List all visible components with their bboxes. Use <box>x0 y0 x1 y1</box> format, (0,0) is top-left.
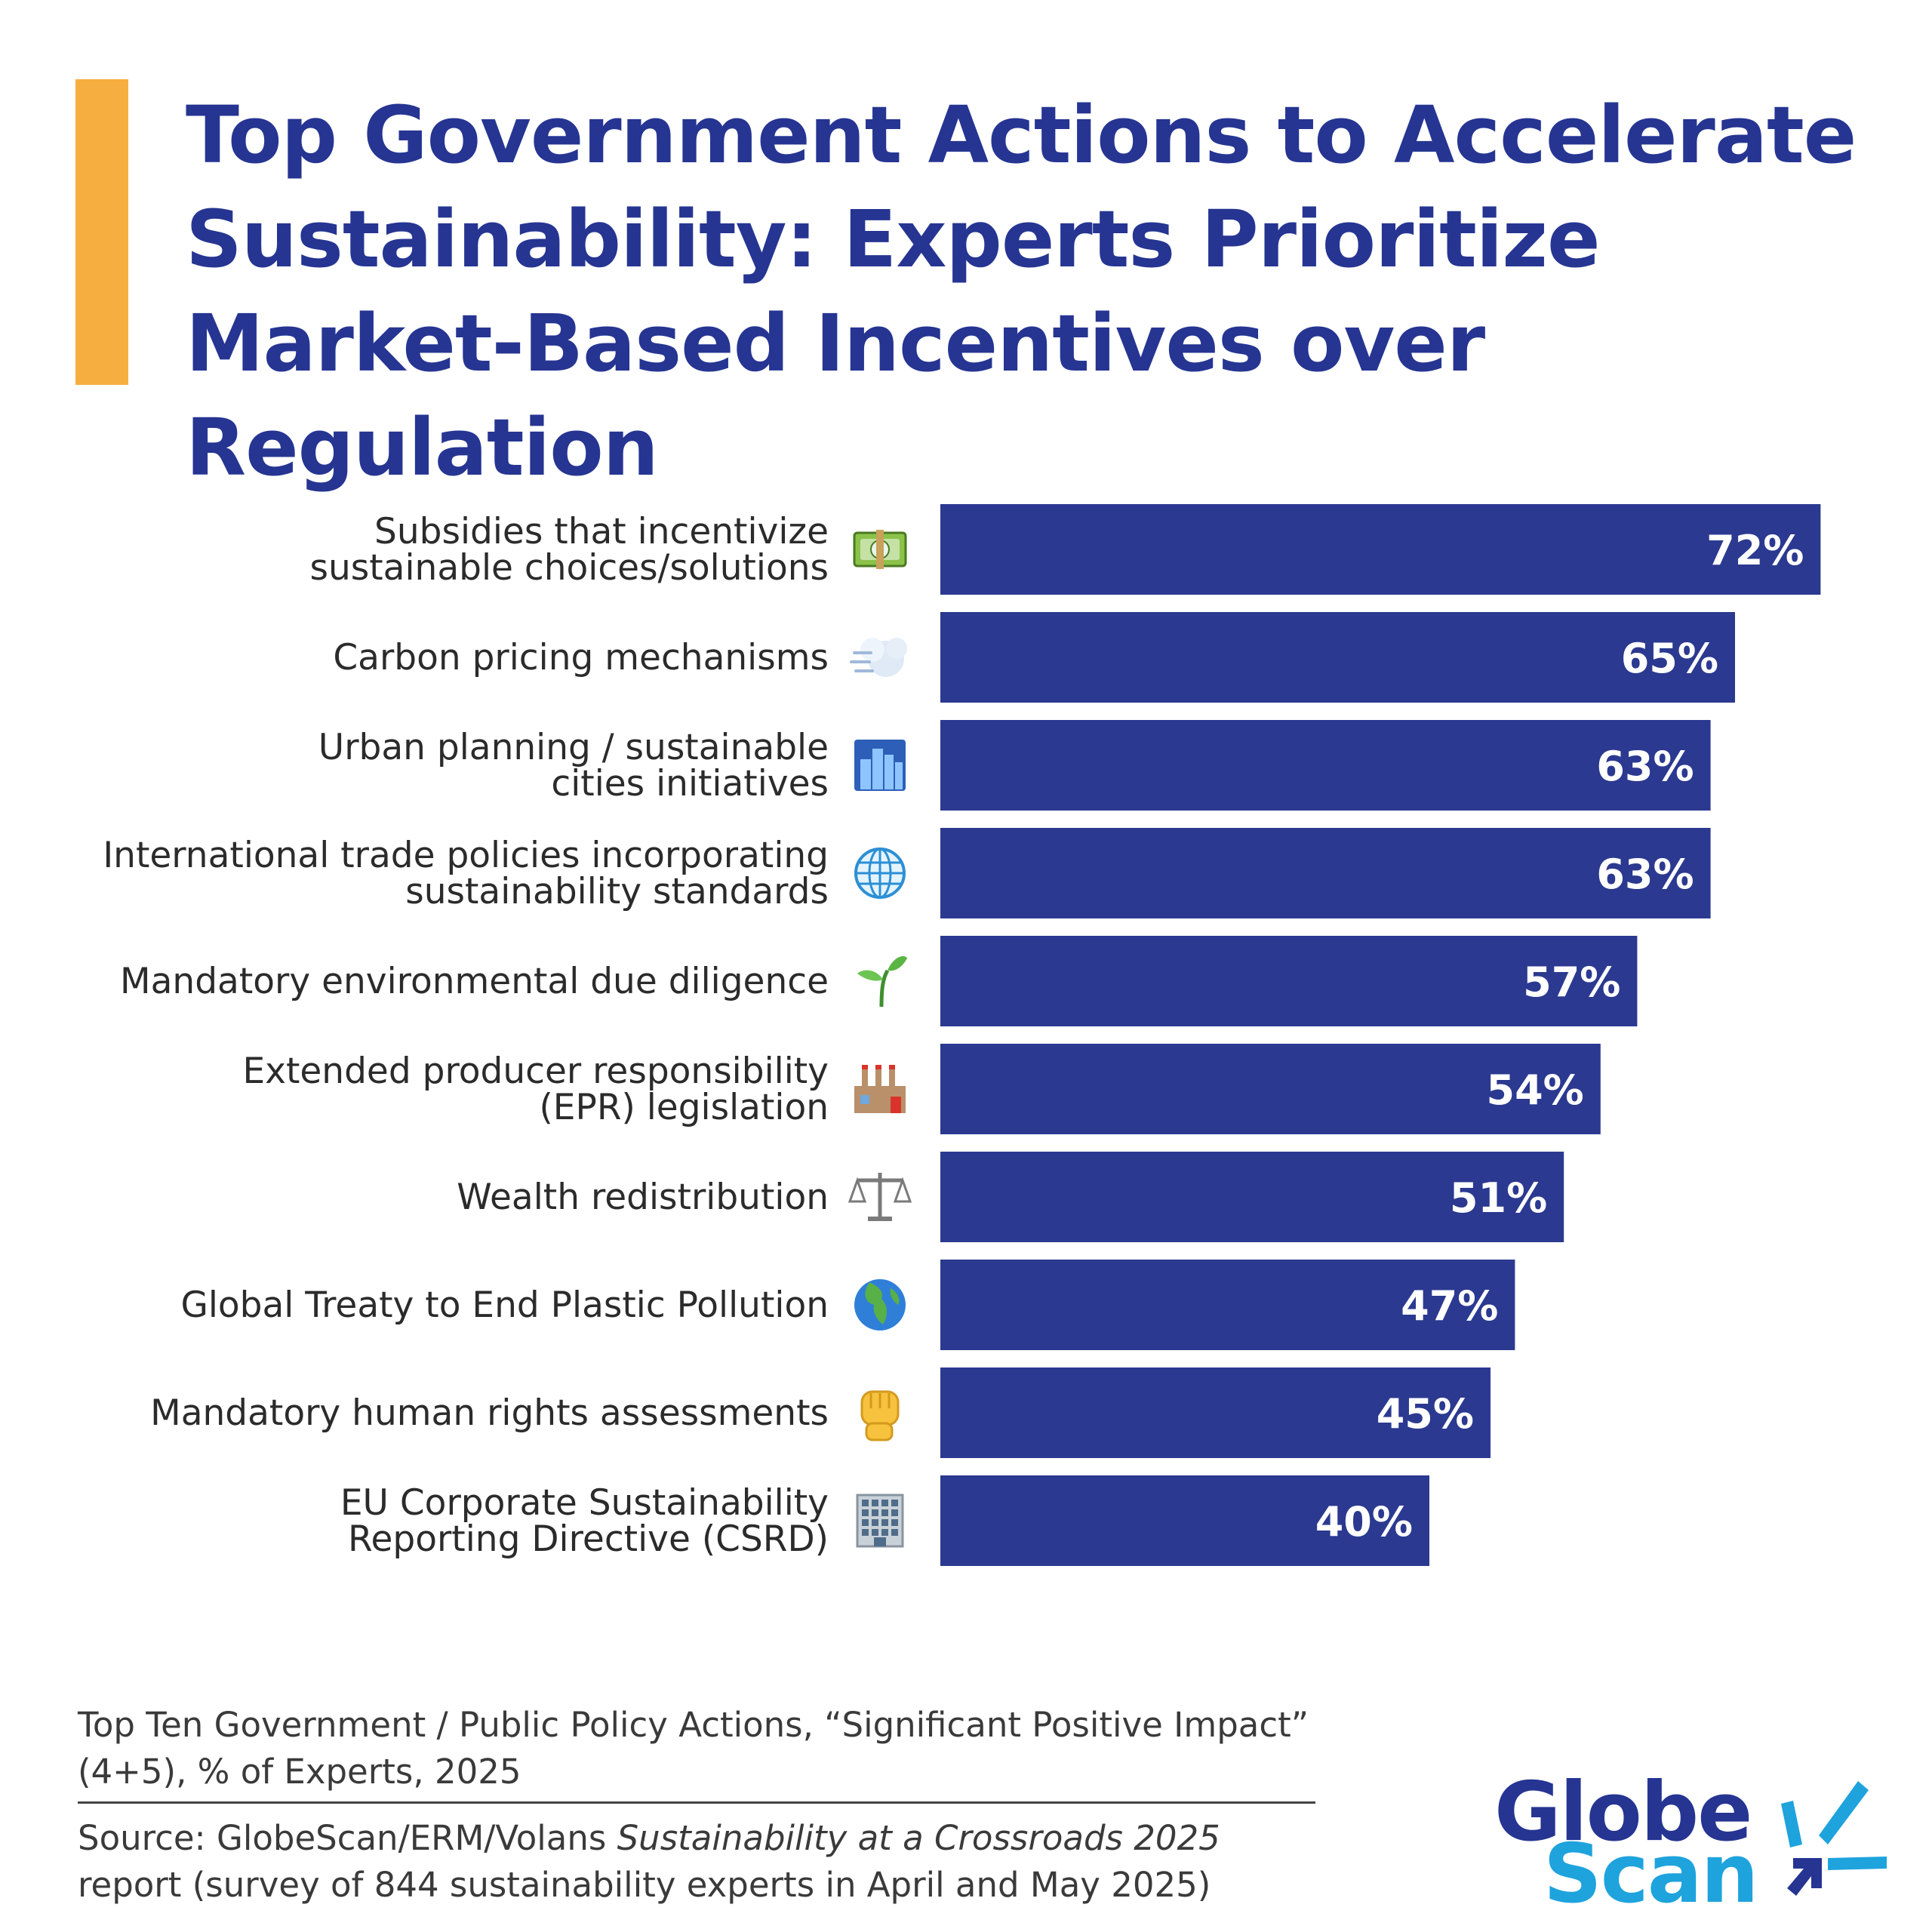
bar <box>940 1152 1564 1242</box>
bar <box>940 1367 1491 1458</box>
category-label: Subsidies that incentivize sustainable ch… <box>309 511 829 589</box>
bar <box>940 1475 1429 1566</box>
category-label: Carbon pricing mechanisms <box>333 637 829 678</box>
bar-chart: 72% Subsidies that incentivize sustainable… <box>103 504 1821 1566</box>
bar <box>940 1044 1601 1134</box>
globescan-logo: Globe Scan <box>1487 1766 1909 1917</box>
logo-word-scan: Scan <box>1543 1827 1759 1921</box>
bar <box>940 828 1711 918</box>
bar <box>940 1260 1515 1350</box>
source-report-title: Sustainability at a Crossroads 2025 <box>617 1818 1220 1858</box>
bar-value-label: 63% <box>1596 851 1694 898</box>
bar-value-label: 47% <box>1401 1282 1498 1330</box>
category-label: Extended producer responsibility (EPR) le… <box>242 1051 829 1128</box>
category-label: EU Corporate Sustainability Reporting Dir… <box>340 1482 829 1560</box>
category-label: Wealth redistribution <box>457 1177 829 1218</box>
earth-globe-icon <box>854 1279 906 1331</box>
money-icon <box>853 530 907 569</box>
title-accent-bar <box>75 79 128 385</box>
factory-icon <box>854 1065 906 1113</box>
source-note: Source: GlobeScan/ERM/Volans Sustainabil… <box>78 1815 1315 1909</box>
bar-value-label: 51% <box>1450 1174 1547 1222</box>
bar <box>940 504 1821 595</box>
bar <box>940 612 1735 703</box>
city-icon <box>854 740 906 791</box>
category-label: Global Treaty to End Plastic Pollution <box>180 1284 829 1326</box>
chart-note: Top Ten Government / Public Policy Actio… <box>78 1705 1309 1792</box>
bar-value-label: 57% <box>1523 958 1620 1006</box>
bar-value-label: 40% <box>1315 1498 1413 1546</box>
bar <box>940 720 1711 811</box>
bar-value-label: 72% <box>1706 527 1804 574</box>
bar-value-label: 45% <box>1377 1390 1474 1438</box>
globe-meridians-icon <box>854 848 906 899</box>
office-building-icon <box>856 1494 904 1548</box>
category-label: Mandatory human rights assessments <box>150 1392 829 1434</box>
footer-divider <box>78 1801 1315 1804</box>
bar-value-label: 54% <box>1487 1066 1584 1114</box>
bar-value-label: 63% <box>1596 743 1694 790</box>
dash-wind-icon <box>850 638 907 677</box>
logo-burst-icon <box>1781 1781 1887 1896</box>
category-label: Urban planning / sustainable cities initi… <box>318 727 829 804</box>
category-label: Mandatory environmental due diligence <box>120 961 829 1002</box>
scales-icon <box>848 1173 912 1221</box>
category-label: International trade policies incorporati… <box>103 835 829 912</box>
bar <box>940 936 1638 1026</box>
seedling-icon <box>857 956 907 1008</box>
bar-value-label: 65% <box>1621 635 1718 682</box>
source-prefix: Source: GlobeScan/ERM/Volans <box>78 1818 617 1858</box>
source-suffix: report (survey of 844 sustainability exp… <box>78 1865 1211 1905</box>
raised-fist-icon <box>860 1390 900 1441</box>
logo-word-globe: Globe <box>1494 1765 1752 1860</box>
chart-title: Top Government Actions to Accelerate Sus… <box>186 89 1857 494</box>
